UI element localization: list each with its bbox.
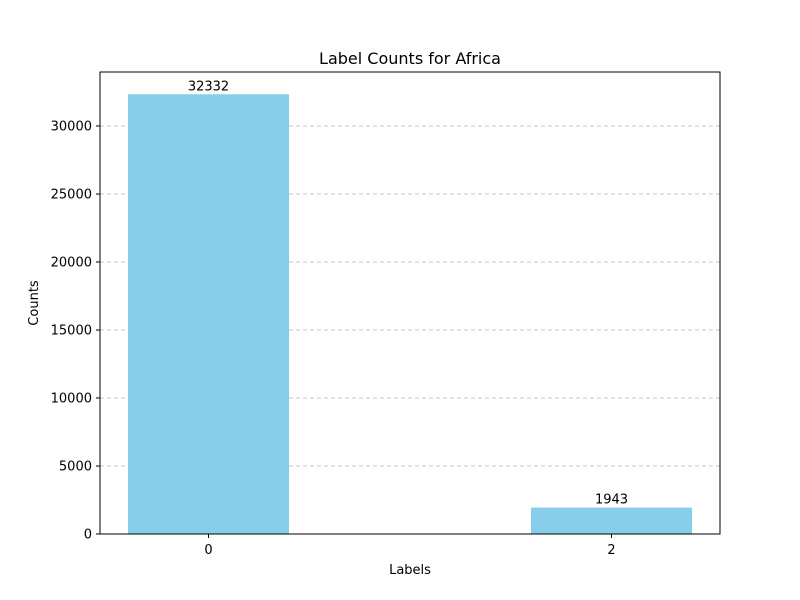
y-axis-ticks: 0 5000 10000 15000 20000 25000 30000	[51, 120, 100, 543]
y-tick-label: 25000	[51, 188, 92, 203]
x-tick-label: 2	[607, 543, 615, 558]
y-tick-label: 5000	[59, 460, 92, 475]
y-tick-label: 15000	[51, 324, 92, 339]
data-label: 1943	[595, 493, 628, 508]
y-tick-label: 20000	[51, 256, 92, 271]
grid-lines	[100, 125, 720, 467]
x-axis-label: Labels	[389, 563, 431, 578]
plot-frame	[99, 71, 721, 535]
y-tick-label: 0	[84, 528, 92, 543]
bars	[128, 94, 692, 535]
data-label: 32332	[188, 79, 229, 94]
bar-2	[531, 507, 692, 534]
y-tick-label: 10000	[51, 392, 92, 407]
x-tick-label: 0	[204, 543, 212, 558]
chart-title: Label Counts for Africa	[319, 49, 501, 68]
data-labels: 32332 1943	[188, 79, 628, 507]
bar-0	[128, 94, 289, 535]
y-axis-label: Counts	[27, 280, 42, 326]
y-tick-label: 30000	[51, 120, 92, 135]
